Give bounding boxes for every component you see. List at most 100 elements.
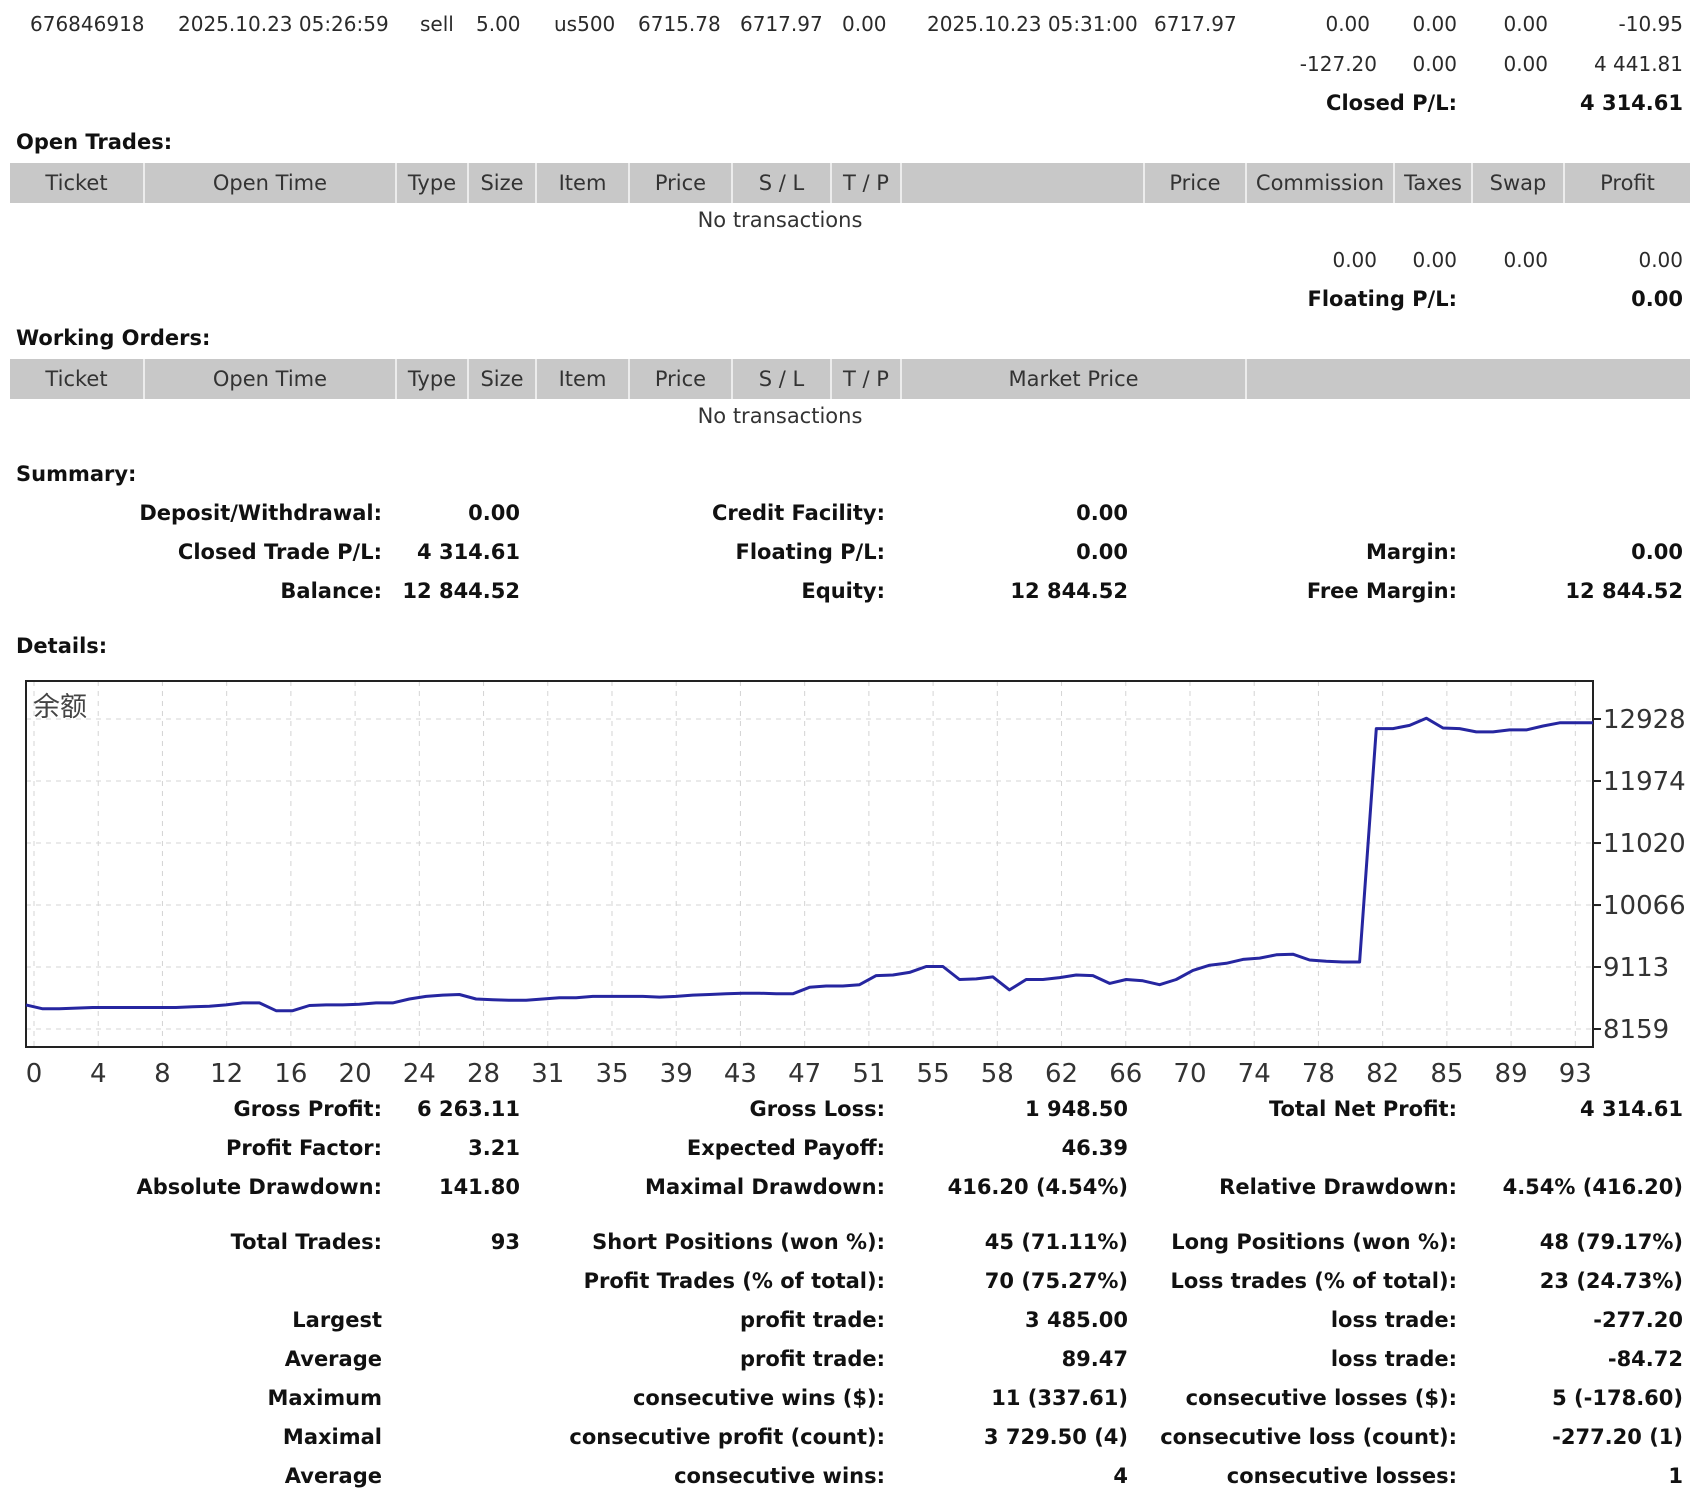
col-blank bbox=[902, 163, 1145, 203]
deposit-value: 0.00 bbox=[468, 501, 520, 525]
maximal-consecutive-loss-label: consecutive loss (count): bbox=[1160, 1425, 1457, 1449]
col-sl: S / L bbox=[733, 359, 832, 399]
details-title: Details: bbox=[16, 634, 108, 658]
close-price: 6717.97 bbox=[1154, 12, 1237, 36]
profit-trades-value: 70 (75.27%) bbox=[984, 1269, 1128, 1293]
total-trades-label: Total Trades: bbox=[230, 1230, 382, 1254]
closed-trade-pl-value: 4 314.61 bbox=[417, 540, 520, 564]
long-positions-label: Long Positions (won %): bbox=[1171, 1230, 1457, 1254]
y-tick-label: 8159 bbox=[1603, 1015, 1669, 1045]
x-tick-label: 47 bbox=[788, 1059, 821, 1089]
short-positions-label: Short Positions (won %): bbox=[592, 1230, 885, 1254]
col-blank bbox=[1247, 359, 1690, 399]
loss-trades-value: 23 (24.73%) bbox=[1539, 1269, 1683, 1293]
col-swap: Swap bbox=[1473, 163, 1565, 203]
open-total-commission: 0.00 bbox=[1332, 248, 1377, 272]
margin-label: Margin: bbox=[1365, 540, 1457, 564]
average-consecutive-losses-label: consecutive losses: bbox=[1226, 1464, 1457, 1488]
col-price: Price bbox=[630, 163, 733, 203]
x-tick-label: 0 bbox=[26, 1059, 43, 1089]
col-market-price: Market Price bbox=[902, 359, 1247, 399]
open-total-taxes: 0.00 bbox=[1412, 248, 1457, 272]
col-tp: T / P bbox=[832, 163, 902, 203]
col-tp: T / P bbox=[832, 359, 902, 399]
x-tick-label: 82 bbox=[1366, 1059, 1399, 1089]
floating-pl-label: Floating P/L: bbox=[1307, 287, 1457, 311]
x-tick-label: 70 bbox=[1173, 1059, 1206, 1089]
profit-trades-label: Profit Trades (% of total): bbox=[583, 1269, 885, 1293]
x-tick-label: 55 bbox=[917, 1059, 950, 1089]
closed-total-taxes: 0.00 bbox=[1412, 52, 1457, 76]
item: us500 bbox=[554, 12, 616, 36]
col-taxes: Taxes bbox=[1395, 163, 1473, 203]
col-type: Type bbox=[397, 163, 469, 203]
balance-series-line bbox=[25, 716, 1593, 1013]
gross-profit-label: Gross Profit: bbox=[233, 1097, 382, 1121]
absolute-drawdown-label: Absolute Drawdown: bbox=[136, 1175, 382, 1199]
free-margin-label: Free Margin: bbox=[1306, 579, 1457, 603]
maximal-consecutive-profit-value: 3 729.50 (4) bbox=[983, 1425, 1128, 1449]
x-tick-label: 35 bbox=[595, 1059, 628, 1089]
col-size: Size bbox=[469, 163, 537, 203]
x-axis-ticks: 0 4 8 12 16 20 24 28 31 35 39 43 47 51 55 58 62 66 70 74 78 8… bbox=[26, 1059, 1592, 1089]
average-loss-value: -84.72 bbox=[1607, 1347, 1683, 1371]
equity-value: 12 844.52 bbox=[1010, 579, 1128, 603]
maximum-label: Maximum bbox=[267, 1386, 382, 1410]
floating-pl-value: 0.00 bbox=[1631, 287, 1683, 311]
max-consecutive-wins-label: consecutive wins ($): bbox=[632, 1386, 885, 1410]
credit-label: Credit Facility: bbox=[711, 501, 885, 525]
total-net-label: Total Net Profit: bbox=[1268, 1097, 1457, 1121]
largest-loss-label: loss trade: bbox=[1330, 1308, 1457, 1332]
gross-profit-value: 6 263.11 bbox=[417, 1097, 520, 1121]
credit-value: 0.00 bbox=[1076, 501, 1128, 525]
y-tick-label: 12928 bbox=[1603, 705, 1686, 735]
maximal-drawdown-label: Maximal Drawdown: bbox=[645, 1175, 885, 1199]
plot-frame bbox=[25, 680, 1594, 1048]
summary-floating-value: 0.00 bbox=[1076, 540, 1128, 564]
x-tick-label: 4 bbox=[90, 1059, 107, 1089]
col-item: Item bbox=[537, 359, 630, 399]
working-orders-title: Working Orders: bbox=[16, 326, 211, 350]
maximal-consecutive-profit-label: consecutive profit (count): bbox=[569, 1425, 885, 1449]
x-tick-label: 93 bbox=[1559, 1059, 1592, 1089]
y-tick-label: 11974 bbox=[1603, 767, 1686, 797]
open-total-swap: 0.00 bbox=[1503, 248, 1548, 272]
closed-total-commission: -127.20 bbox=[1299, 52, 1377, 76]
average-profit-value: 89.47 bbox=[1061, 1347, 1128, 1371]
balance-chart: 余额 0 4 8 12 16 20 24 28 31 35 39 43 47 51 55 58 62 66 70 74… bbox=[25, 680, 1686, 1089]
col-price-2: Price bbox=[1145, 163, 1247, 203]
x-tick-label: 85 bbox=[1430, 1059, 1463, 1089]
swap: 0.00 bbox=[1503, 12, 1548, 36]
x-tick-label: 78 bbox=[1302, 1059, 1335, 1089]
x-tick-label: 39 bbox=[660, 1059, 693, 1089]
closed-total-swap: 0.00 bbox=[1503, 52, 1548, 76]
closed-pl-value: 4 314.61 bbox=[1580, 91, 1683, 115]
col-profit: Profit bbox=[1600, 171, 1655, 195]
largest-profit-label: profit trade: bbox=[740, 1308, 885, 1332]
take-profit: 0.00 bbox=[842, 12, 887, 36]
summary-title: Summary: bbox=[16, 462, 137, 486]
y-tick-label: 9113 bbox=[1603, 953, 1669, 983]
chart-title: 余额 bbox=[33, 692, 87, 723]
x-tick-label: 58 bbox=[981, 1059, 1014, 1089]
col-sl: S / L bbox=[733, 163, 832, 203]
col-open-time: Open Time bbox=[145, 359, 397, 399]
average-consecutive-wins-label: consecutive wins: bbox=[674, 1464, 885, 1488]
max-consecutive-wins-value: 11 (337.61) bbox=[991, 1386, 1128, 1410]
average-consecutive-label: Average bbox=[284, 1464, 382, 1488]
relative-drawdown-label: Relative Drawdown: bbox=[1219, 1175, 1457, 1199]
closed-trade-pl-label: Closed Trade P/L: bbox=[177, 540, 382, 564]
x-tick-label: 12 bbox=[210, 1059, 243, 1089]
ticket: 676846918 bbox=[30, 12, 145, 36]
y-tick-label: 10066 bbox=[1603, 891, 1686, 921]
deposit-label: Deposit/Withdrawal: bbox=[139, 501, 382, 525]
maximal-drawdown-value: 416.20 (4.54%) bbox=[947, 1175, 1128, 1199]
open-trades-title: Open Trades: bbox=[16, 130, 173, 154]
profit: -10.95 bbox=[1618, 12, 1683, 36]
absolute-drawdown-value: 141.80 bbox=[438, 1175, 520, 1199]
closed-total-profit: 4 441.81 bbox=[1593, 52, 1683, 76]
equity-label: Equity: bbox=[801, 579, 885, 603]
closed-pl-label: Closed P/L: bbox=[1326, 91, 1457, 115]
size: 5.00 bbox=[476, 12, 521, 36]
x-tick-label: 16 bbox=[274, 1059, 307, 1089]
